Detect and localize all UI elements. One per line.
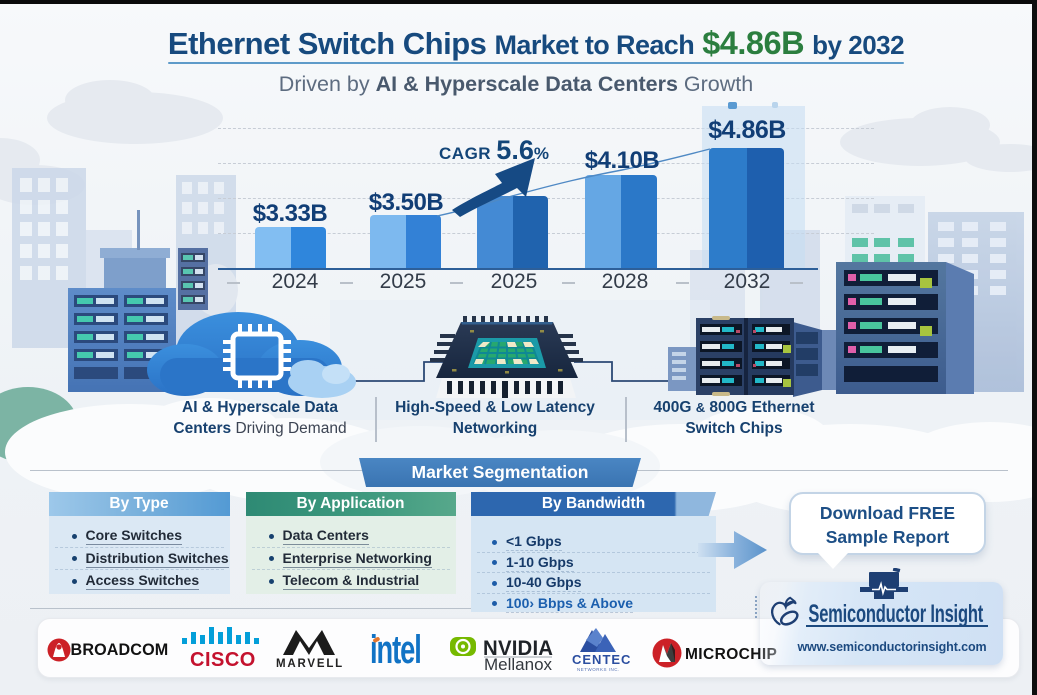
- svg-text:CISCO: CISCO: [190, 649, 256, 671]
- svg-text:NETWORKS INC.: NETWORKS INC.: [577, 667, 620, 672]
- svg-text:MARVELL: MARVELL: [276, 658, 344, 670]
- svg-text:intel: intel: [370, 628, 421, 672]
- svg-text:Mellanox: Mellanox: [484, 655, 553, 674]
- svg-text:CENTEC: CENTEC: [572, 652, 631, 667]
- svg-text:BROADCOM: BROADCOM: [71, 641, 169, 659]
- svg-text:MICROCHIP: MICROCHIP: [685, 646, 777, 663]
- svg-text:NVIDIA: NVIDIA: [483, 637, 553, 660]
